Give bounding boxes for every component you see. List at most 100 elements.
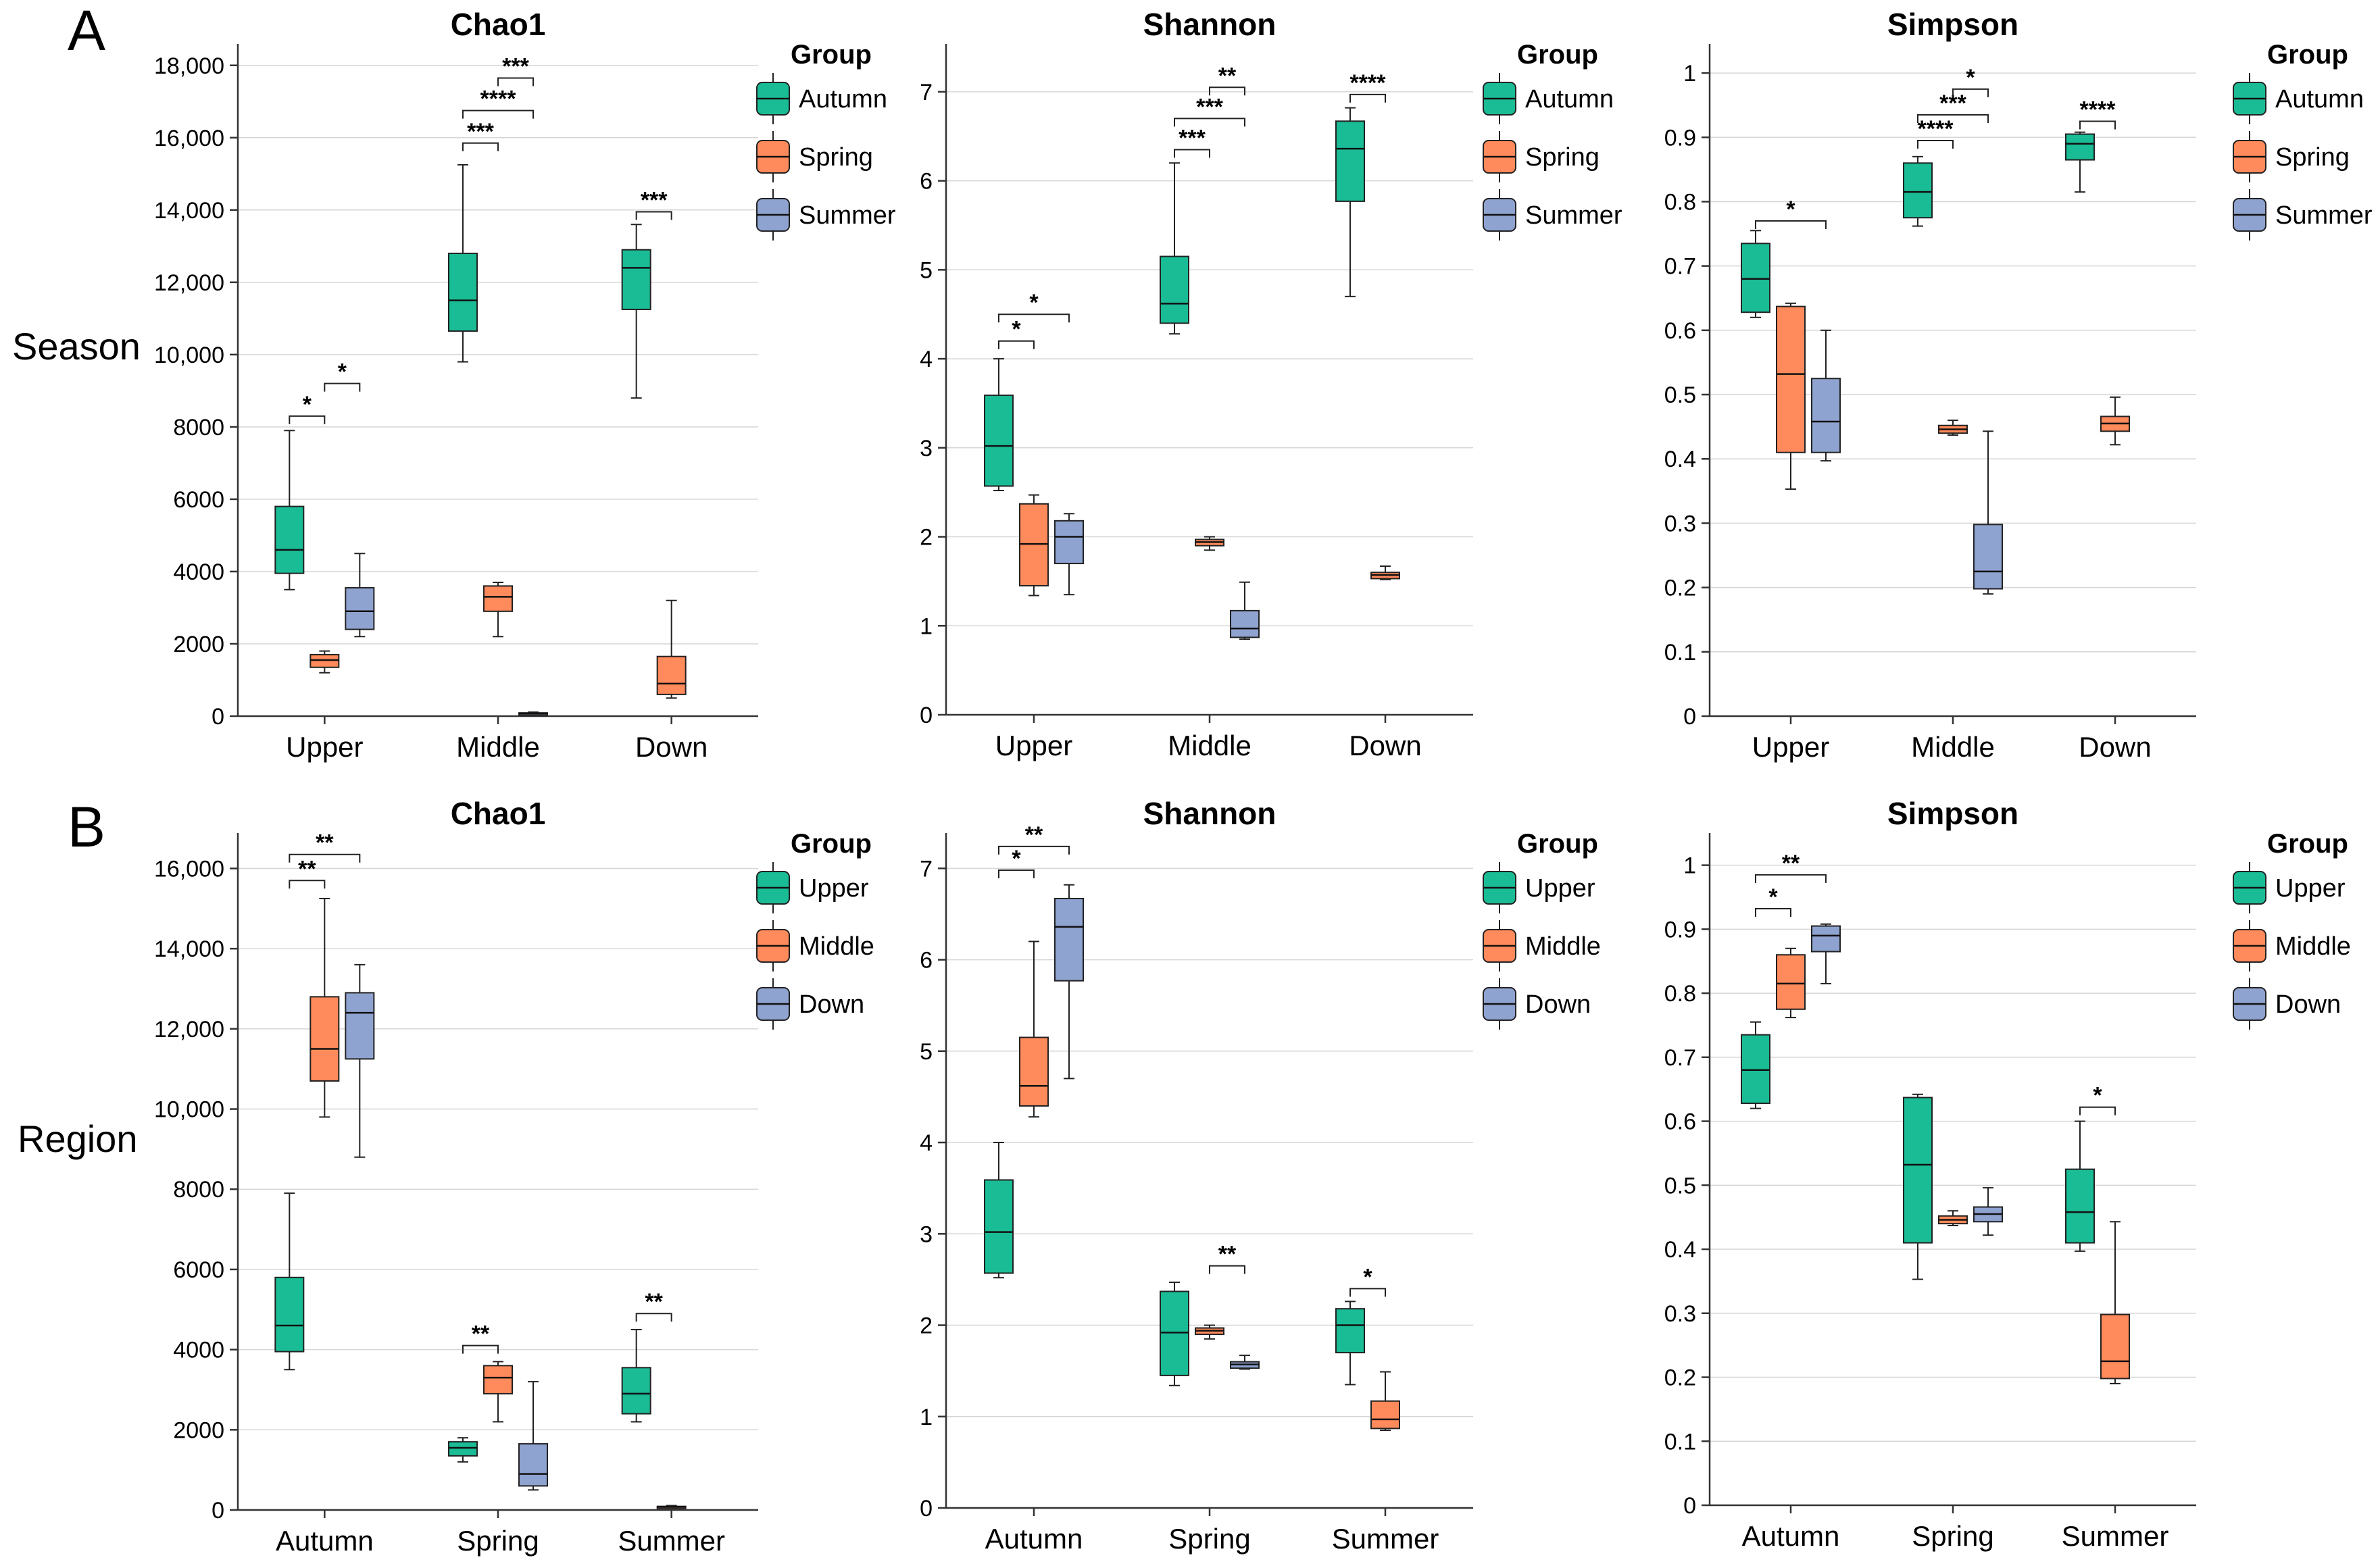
y-tick-label: 5 [920, 257, 933, 283]
box-iqr [1335, 1308, 1365, 1354]
y-tick-label: 0.8 [1664, 981, 1696, 1007]
box-middle-summer [1370, 1371, 1400, 1432]
y-tick-label: 0.4 [1664, 447, 1696, 472]
significance-bracket: * [1755, 884, 1791, 917]
axes: 0 1 2 3 4 5 6 7 Upper Middle Down [920, 44, 1473, 761]
significance-bracket: *** [462, 119, 499, 151]
y-tick-label: 1 [1683, 853, 1696, 879]
significance-label: * [1029, 290, 1039, 316]
axes: 0 2000 4000 6000 8000 10,000 12,000 14,000 16,00… [154, 44, 758, 763]
box-middle-summer [656, 1505, 687, 1509]
significance-label: ** [316, 830, 334, 856]
significance-label: * [1768, 884, 1778, 910]
box-upper-spring [1160, 1281, 1189, 1386]
y-tick-label: 0 [920, 703, 933, 728]
significance-label: ** [1782, 851, 1800, 876]
legend: Group Upper Middle Down [2233, 829, 2351, 1030]
gridlines [946, 867, 1473, 1417]
legend-label: Middle [1525, 932, 1601, 961]
significance-label: ** [1218, 63, 1237, 89]
legend-item-summer: Summer [756, 189, 896, 241]
legend-title: Group [2267, 40, 2348, 70]
significance-label: *** [1179, 125, 1206, 151]
legend-item-middle: Middle [1483, 920, 1601, 972]
box-upper-summer [2065, 1120, 2095, 1252]
y-tick-label: 4 [920, 1130, 933, 1156]
legend-item-autumn: Autumn [756, 73, 887, 124]
significance-label: * [1363, 1264, 1372, 1290]
box-autumn-down [1335, 107, 1365, 297]
legend: Group Autumn Spring Summer [1483, 40, 1622, 241]
y-tick-label: 6 [920, 948, 933, 974]
chart-title: Simpson [1887, 7, 2018, 42]
bracket-line [1349, 1288, 1386, 1297]
bracket-line [289, 880, 326, 889]
box-upper-summer [621, 1328, 651, 1423]
significance-brackets: **** [1755, 851, 2116, 1115]
y-tick-label: 5 [920, 1039, 933, 1065]
significance-label: *** [641, 187, 668, 213]
legend-label: Down [2275, 990, 2341, 1019]
box-down-spring [518, 1381, 548, 1491]
y-tick-label: 12,000 [154, 270, 224, 296]
bracket-line [462, 142, 499, 151]
y-tick-label: 0.3 [1664, 1301, 1696, 1327]
box-iqr [1741, 1034, 1770, 1105]
box-iqr [448, 1441, 478, 1457]
y-tick-label: 10,000 [154, 1097, 224, 1123]
legend-item-middle: Middle [756, 920, 874, 972]
y-tick-label: 7 [920, 80, 933, 105]
x-tick-label: Spring [1912, 1520, 1993, 1552]
y-tick-label: 4 [920, 347, 933, 372]
box-middle-autumn [1019, 940, 1049, 1118]
box-iqr [1230, 609, 1260, 638]
legend-item-summer: Summer [1483, 189, 1622, 241]
box-summer-upper [1811, 329, 1841, 462]
bracket-line [1755, 874, 1827, 883]
y-tick-label: 0.4 [1664, 1237, 1696, 1263]
legend-label: Middle [2275, 932, 2351, 961]
significance-label: **** [1350, 70, 1387, 96]
boxplots [274, 163, 687, 716]
x-tick-label: Down [2079, 731, 2151, 763]
y-tick-label: 6000 [173, 1257, 224, 1283]
bracket-line [462, 1344, 499, 1354]
box-upper-spring [448, 1437, 478, 1463]
legend-label: Summer [799, 201, 896, 230]
chart-title: Simpson [1887, 796, 2018, 831]
panel-letter-b: B [68, 795, 105, 859]
legend-label: Autumn [2275, 85, 2364, 114]
box-iqr [2065, 133, 2095, 161]
bracket-line [289, 853, 361, 863]
y-tick-label: 2 [920, 525, 933, 551]
significance-bracket: **** [1917, 116, 1954, 149]
gridlines [238, 65, 758, 645]
legend-item-spring: Spring [1483, 131, 1600, 182]
boxplots [984, 884, 1400, 1432]
bracket-line [1209, 86, 1245, 96]
x-tick-label: Spring [1168, 1523, 1250, 1555]
box-iqr [1370, 1400, 1400, 1430]
significance-bracket: * [998, 317, 1035, 349]
significance-bracket: *** [1174, 125, 1210, 158]
y-tick-label: 0.1 [1664, 640, 1696, 665]
bracket-line [1174, 149, 1210, 158]
x-tick-label: Middle [1911, 731, 1995, 763]
box-iqr [274, 1276, 305, 1353]
bracket-line [289, 415, 326, 424]
legend-title: Group [791, 40, 872, 70]
box-iqr [274, 505, 305, 574]
bracket-line [998, 870, 1035, 879]
box-spring-upper [309, 650, 340, 674]
box-iqr [309, 996, 340, 1082]
y-tick-label: 0 [212, 704, 224, 730]
box-iqr [1741, 243, 1770, 313]
y-tick-label: 1 [1683, 61, 1696, 86]
significance-bracket: ** [998, 822, 1070, 855]
bracket-line [497, 77, 534, 86]
legend-item-down: Down [756, 978, 864, 1030]
box-middle-spring [1938, 1210, 1968, 1226]
legend-label: Upper [1525, 874, 1595, 903]
box-upper-summer [1335, 1301, 1365, 1386]
significance-label: * [2093, 1083, 2102, 1109]
